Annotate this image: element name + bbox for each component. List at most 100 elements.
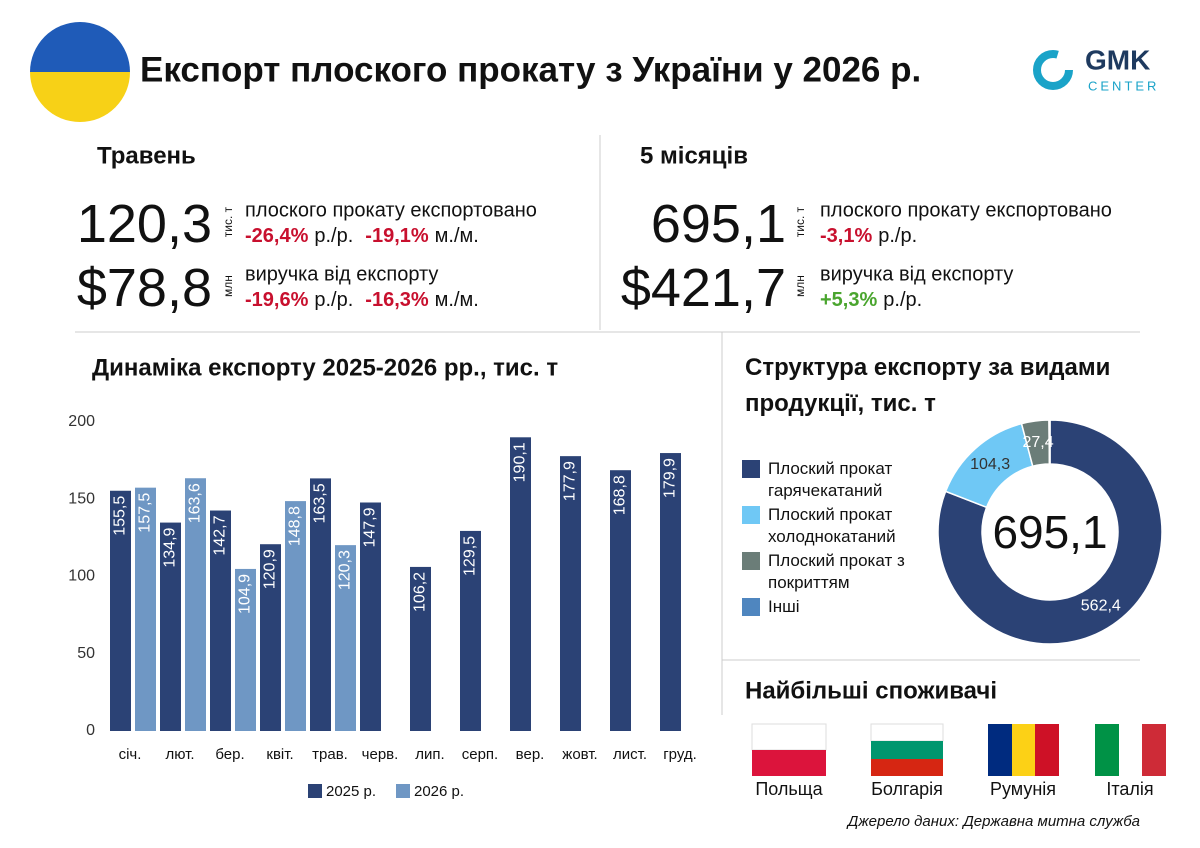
consumers-title: Найбільші споживачі bbox=[745, 677, 997, 704]
country-name: Румунія bbox=[990, 779, 1056, 799]
bar-value-label: 106,2 bbox=[412, 572, 429, 612]
stat-value: 695,1 bbox=[651, 194, 786, 254]
bar-value-label: 155,5 bbox=[112, 496, 129, 536]
bar bbox=[260, 544, 281, 731]
flag-italy bbox=[1095, 724, 1166, 776]
stat-value: 120,3 bbox=[77, 194, 212, 254]
x-tick-label: лип. bbox=[415, 746, 444, 763]
bar-value-label: 134,9 bbox=[162, 527, 179, 567]
legend-label: 2026 р. bbox=[414, 783, 464, 800]
x-tick-label: квіт. bbox=[266, 746, 293, 763]
donut-value-label: 27,4 bbox=[1023, 434, 1054, 451]
bar-value-label: 148,8 bbox=[287, 506, 304, 546]
bar-value-label: 142,7 bbox=[212, 515, 229, 555]
bar-value-label: 120,9 bbox=[262, 549, 279, 589]
stat-unit: тис. т bbox=[221, 206, 235, 237]
legend-swatch bbox=[742, 506, 760, 524]
x-tick-label: лют. bbox=[165, 746, 194, 763]
donut-slice bbox=[1048, 419, 1051, 465]
bar-value-label: 179,9 bbox=[662, 458, 679, 498]
bar-value-label: 177,9 bbox=[562, 461, 579, 501]
bar bbox=[660, 453, 681, 731]
legend-label: Інші bbox=[768, 597, 800, 616]
stat-unit: млн bbox=[793, 275, 807, 297]
donut-slice bbox=[937, 419, 1163, 645]
y-tick-label: 150 bbox=[68, 490, 95, 507]
bar bbox=[185, 478, 206, 731]
logo-sub: CENTER bbox=[1088, 78, 1159, 93]
x-tick-label: бер. bbox=[215, 746, 244, 763]
legend-label: Плоский прокат гарячекатаний bbox=[768, 459, 893, 500]
pie-legend: Плоский прокат гарячекатаний Плоский прок… bbox=[742, 458, 932, 620]
legend-item: Плоский прокат холоднокатаний bbox=[742, 504, 932, 548]
bar bbox=[235, 568, 256, 731]
x-tick-label: серп. bbox=[462, 746, 498, 763]
y-tick-label: 0 bbox=[86, 722, 95, 739]
page-title: Експорт плоского прокату з України у 202… bbox=[140, 50, 921, 89]
legend-label: Плоский прокат холоднокатаний bbox=[768, 505, 896, 546]
chart-title: Динаміка експорту 2025-2026 рр., тис. т bbox=[92, 354, 558, 381]
stat-unit: тис. т bbox=[793, 206, 807, 237]
change-suffix: р./р. bbox=[314, 289, 353, 311]
change-suffix: р./р. bbox=[883, 289, 922, 311]
period-label: Травень bbox=[97, 142, 196, 169]
donut-value-label: 104,3 bbox=[970, 456, 1010, 473]
legend-swatch bbox=[742, 552, 760, 570]
change-value: -16,3% bbox=[365, 289, 429, 311]
bar bbox=[135, 487, 156, 731]
stat-value: $78,8 bbox=[77, 258, 212, 318]
legend-label: Плоский прокат з покриттям bbox=[768, 551, 905, 592]
change-value: -19,6% bbox=[245, 289, 309, 311]
bar-value-label: 163,5 bbox=[312, 483, 329, 523]
stat-desc: виручка від експорту bbox=[245, 263, 438, 285]
change-value: -26,4% bbox=[245, 225, 309, 247]
x-tick-label: груд. bbox=[663, 746, 697, 763]
bar bbox=[335, 545, 356, 731]
bar-value-label: 120,3 bbox=[337, 550, 354, 590]
legend-label: 2025 р. bbox=[326, 783, 376, 800]
stat-changes: -26,4% р./р. -19,1% м./м. bbox=[245, 225, 479, 247]
country-name: Італія bbox=[1106, 779, 1153, 799]
stat-changes: -3,1% р./р. bbox=[820, 225, 917, 247]
bar bbox=[560, 456, 581, 731]
x-tick-label: лист. bbox=[613, 746, 647, 763]
stat-desc: плоского прокату експортовано bbox=[820, 199, 1112, 221]
stat-unit: млн bbox=[221, 275, 235, 297]
stat-changes: -19,6% р./р. -16,3% м./м. bbox=[245, 289, 479, 311]
bar bbox=[460, 530, 481, 731]
stat-desc: плоского прокату експортовано bbox=[245, 199, 537, 221]
legend-item: Плоский прокат гарячекатаний bbox=[742, 458, 932, 502]
pie-title: Структура експорту за видами продукції, … bbox=[745, 354, 1111, 417]
x-tick-label: черв. bbox=[362, 746, 399, 763]
bar bbox=[285, 501, 306, 731]
bar bbox=[360, 502, 381, 731]
donut-value-label: 562,4 bbox=[1081, 598, 1121, 615]
bar bbox=[610, 470, 631, 731]
bar bbox=[160, 522, 181, 731]
legend-item: Інші bbox=[742, 596, 932, 618]
bar-value-label: 129,5 bbox=[462, 536, 479, 576]
x-tick-label: вер. bbox=[516, 746, 545, 763]
bar-value-label: 104,9 bbox=[237, 574, 254, 614]
y-tick-label: 50 bbox=[77, 645, 95, 662]
stat-desc: виручка від експорту bbox=[820, 263, 1013, 285]
bar-value-label: 157,5 bbox=[137, 493, 154, 533]
x-tick-label: січ. bbox=[119, 746, 142, 763]
country-name: Польща bbox=[755, 779, 823, 799]
change-value: +5,3% bbox=[820, 289, 877, 311]
stat-changes: +5,3% р./р. bbox=[820, 289, 922, 311]
change-suffix: р./р. bbox=[878, 225, 917, 247]
period-label: 5 місяців bbox=[640, 142, 748, 169]
change-value: -3,1% bbox=[820, 225, 872, 247]
y-tick-label: 100 bbox=[68, 568, 95, 585]
bar bbox=[110, 490, 131, 731]
bar bbox=[310, 478, 331, 731]
legend-swatch bbox=[308, 784, 322, 798]
x-tick-label: жовт. bbox=[562, 746, 597, 763]
source: Джерело даних: Державна митна служба bbox=[846, 813, 1140, 830]
ukraine-flag bbox=[30, 22, 130, 122]
logo: GMK CENTER bbox=[1033, 44, 1159, 93]
flag-poland bbox=[751, 723, 827, 776]
